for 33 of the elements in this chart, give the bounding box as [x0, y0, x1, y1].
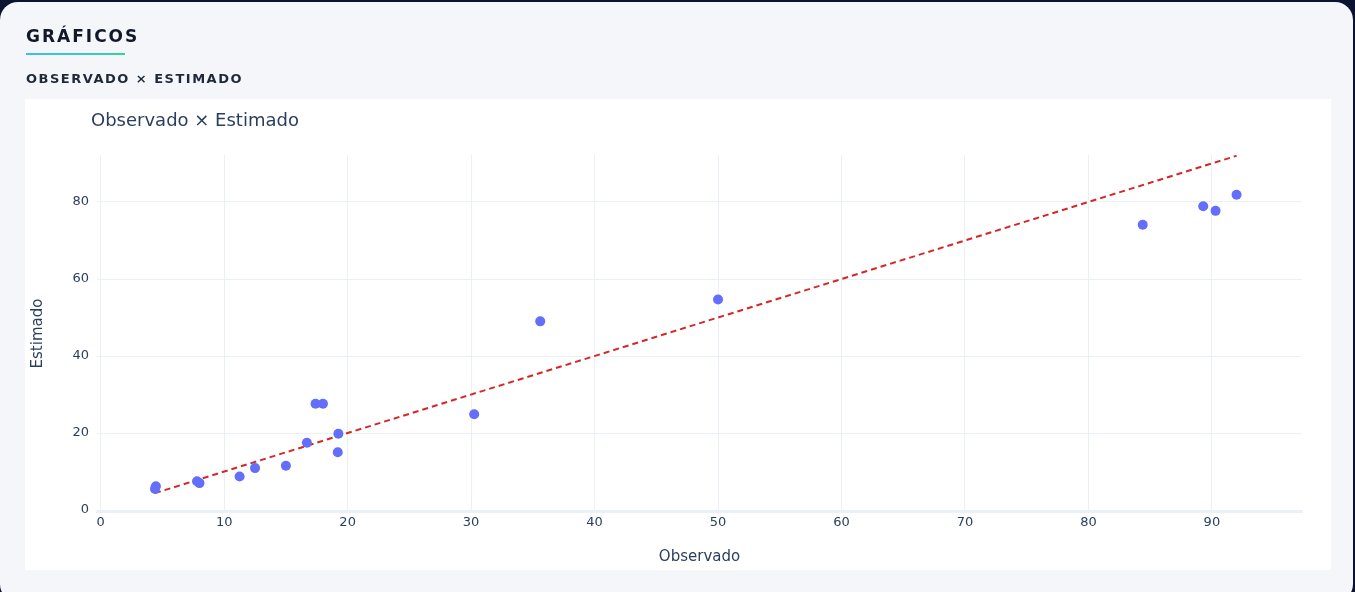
point	[1198, 201, 1209, 212]
text: OBSERVADO × ESTIMADO	[26, 71, 244, 86]
point	[301, 437, 312, 448]
x-tick-label: 60	[833, 514, 850, 530]
point	[713, 294, 724, 305]
x-tick-label: 30	[462, 514, 480, 530]
x-tick-label: 90	[1203, 514, 1221, 530]
y-tick-label: 20	[72, 424, 89, 440]
x-axis-title: Observado	[658, 546, 741, 565]
x-tick-label: 50	[709, 514, 727, 530]
y-tick-label: 0	[80, 501, 89, 517]
point	[535, 316, 546, 327]
point	[1231, 189, 1242, 200]
y-tick-label: 80	[72, 193, 89, 209]
point	[1210, 205, 1221, 216]
y-tick-label: 60	[72, 270, 89, 286]
x-tick-label: 20	[339, 514, 356, 530]
point	[280, 460, 291, 471]
point	[250, 463, 261, 474]
x-tick-label: 10	[215, 514, 233, 530]
x-tick-label: 0	[96, 514, 105, 530]
point	[234, 471, 245, 482]
text: GRÁFICOS	[26, 26, 140, 46]
point	[333, 428, 344, 439]
point	[469, 409, 480, 420]
point	[1137, 219, 1148, 230]
x-tick-label: 80	[1080, 514, 1097, 530]
chart-title: Observado × Estimado	[91, 109, 299, 130]
x-tick-label: 40	[586, 514, 603, 530]
x-tick-label: 70	[956, 514, 974, 530]
point	[332, 447, 343, 458]
y-axis-title: Estimado	[27, 298, 46, 369]
y-tick-label: 40	[72, 347, 89, 363]
